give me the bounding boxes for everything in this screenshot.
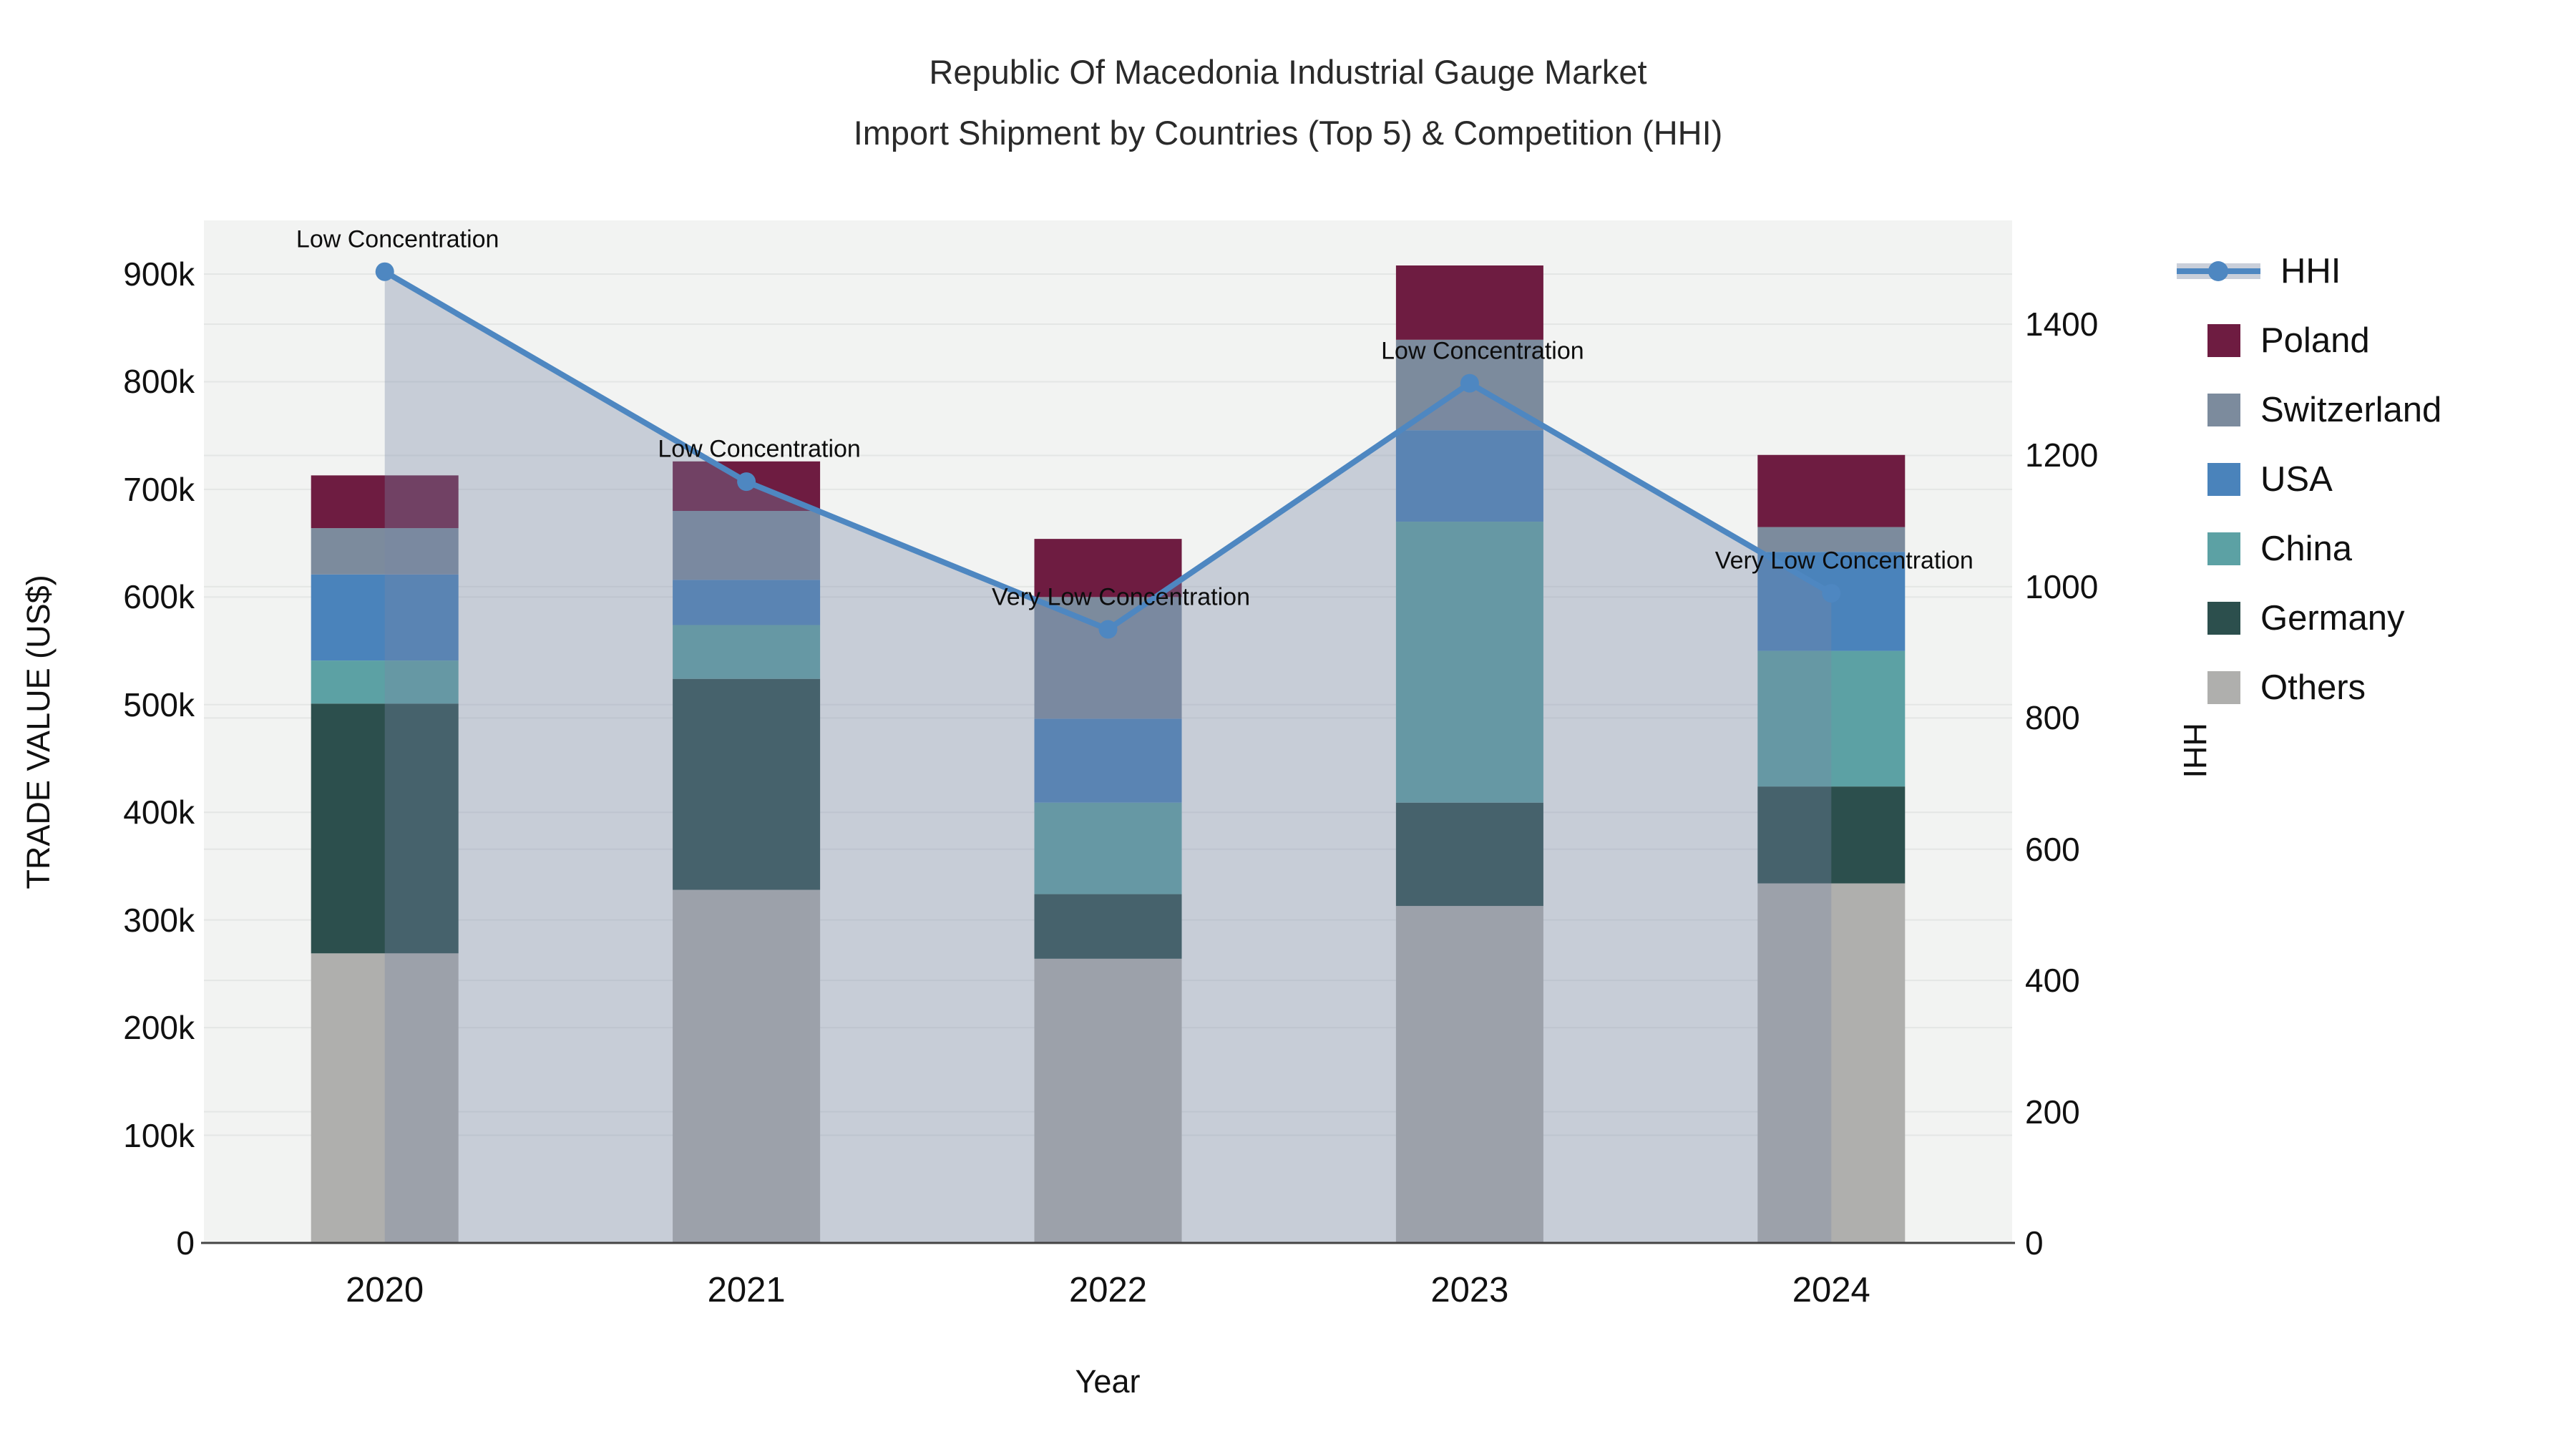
hhi-area-fill xyxy=(384,271,1832,1243)
y-right-tick-1000: 1000 xyxy=(2025,567,2099,605)
bar-segment-others-2023[interactable] xyxy=(1395,906,1543,1243)
bar-segment-germany-2024[interactable] xyxy=(1757,786,1906,884)
annotation-2023: Low Concentration xyxy=(1381,337,1584,365)
y-left-tick-400k: 400k xyxy=(123,794,195,831)
annotation-2021: Low Concentration xyxy=(658,435,861,463)
chart-title-line1: Republic Of Macedonia Industrial Gauge M… xyxy=(929,53,1647,91)
bar-segment-others-2021[interactable] xyxy=(673,889,821,1243)
y-left-tick-600k: 600k xyxy=(123,578,195,616)
chart-title-line2: Import Shipment by Countries (Top 5) & C… xyxy=(853,114,1723,152)
x-tick-2022: 2022 xyxy=(1068,1271,1148,1309)
bar-segment-china-2021[interactable] xyxy=(673,625,821,679)
x-tick-2020: 2020 xyxy=(346,1271,424,1309)
legend-label-hhi: HHI xyxy=(2280,251,2341,291)
legend-label-germany: Germany xyxy=(2260,598,2405,638)
legend-item-germany[interactable]: Germany xyxy=(2177,583,2441,653)
legend-swatch-germany xyxy=(2207,601,2240,635)
bar-segment-others-2024[interactable] xyxy=(1757,883,1906,1243)
y-right-tick-1400: 1400 xyxy=(2025,306,2099,343)
bar-segment-germany-2022[interactable] xyxy=(1034,894,1182,959)
y-right-tick-200: 200 xyxy=(2025,1093,2080,1131)
legend-item-switzerland[interactable]: Switzerland xyxy=(2177,375,2441,444)
chart-title: Republic Of Macedonia Industrial Gauge M… xyxy=(0,42,2576,163)
x-axis-title: Year xyxy=(1075,1363,1141,1400)
bar-segment-germany-2020[interactable] xyxy=(311,703,459,954)
bar-segment-usa-2022[interactable] xyxy=(1034,718,1182,803)
y-left-tick-700k: 700k xyxy=(123,470,195,508)
legend-swatch-china xyxy=(2207,532,2240,565)
bar-segment-switzerland-2024[interactable] xyxy=(1757,527,1906,552)
hhi-marker-2023[interactable] xyxy=(1460,374,1479,393)
bar-segment-poland-2022[interactable] xyxy=(1034,539,1182,597)
bar-segment-others-2022[interactable] xyxy=(1034,958,1182,1243)
legend-swatch-switzerland xyxy=(2207,393,2240,426)
legend-hhi-line-icon xyxy=(2177,255,2260,288)
legend-label-usa: USA xyxy=(2260,459,2333,499)
y-axis-title-left: TRADE VALUE (US$) xyxy=(20,575,57,889)
y-left-tick-300k: 300k xyxy=(123,901,195,939)
legend-swatch-poland xyxy=(2207,323,2240,357)
y-right-tick-1200: 1200 xyxy=(2025,436,2099,474)
y-right-tick-600: 600 xyxy=(2025,830,2080,868)
legend-item-china[interactable]: China xyxy=(2177,514,2441,583)
y-left-tick-100k: 100k xyxy=(123,1116,195,1154)
annotation-2020: Low Concentration xyxy=(296,225,499,253)
bar-segment-poland-2020[interactable] xyxy=(311,475,459,529)
legend: HHI Poland Switzerland USA China Germany Other… xyxy=(2177,236,2441,722)
annotation-2024: Very Low Concentration xyxy=(1714,547,1974,575)
hhi-marker-2020[interactable] xyxy=(375,262,394,281)
hhi-marker-2024[interactable] xyxy=(1822,584,1841,603)
bar-segment-germany-2023[interactable] xyxy=(1395,802,1543,907)
bar-segment-usa-2021[interactable] xyxy=(673,580,821,625)
hhi-marker-2021[interactable] xyxy=(737,472,756,492)
y-left-tick-900k: 900k xyxy=(123,255,195,293)
y-left-tick-500k: 500k xyxy=(123,686,195,723)
y-axis-title-right: HHI xyxy=(2176,723,2213,779)
legend-label-china: China xyxy=(2260,529,2353,568)
y-right-tick-400: 400 xyxy=(2025,962,2080,1000)
bar-segment-china-2022[interactable] xyxy=(1034,802,1182,894)
legend-item-usa[interactable]: USA xyxy=(2177,444,2441,514)
x-tick-2021: 2021 xyxy=(707,1271,786,1309)
bar-segment-poland-2024[interactable] xyxy=(1757,454,1906,527)
legend-label-poland: Poland xyxy=(2260,321,2370,360)
bar-segment-china-2023[interactable] xyxy=(1395,522,1543,803)
y-right-tick-0: 0 xyxy=(2025,1224,2044,1262)
bar-segment-others-2020[interactable] xyxy=(311,953,459,1243)
legend-swatch-others xyxy=(2207,670,2240,704)
bar-segment-switzerland-2020[interactable] xyxy=(311,528,459,575)
y-left-tick-0: 0 xyxy=(176,1224,195,1262)
bar-segment-poland-2023[interactable] xyxy=(1395,265,1543,340)
y-left-tick-200k: 200k xyxy=(123,1009,195,1047)
bar-segment-switzerland-2022[interactable] xyxy=(1034,597,1182,719)
x-tick-2024: 2024 xyxy=(1792,1271,1870,1309)
y-left-tick-800k: 800k xyxy=(123,363,195,401)
bar-segment-china-2024[interactable] xyxy=(1757,650,1906,787)
legend-swatch-usa xyxy=(2207,462,2240,496)
bar-segment-switzerland-2021[interactable] xyxy=(673,511,821,580)
hhi-marker-2022[interactable] xyxy=(1098,620,1118,639)
legend-item-poland[interactable]: Poland xyxy=(2177,306,2441,375)
bar-segment-germany-2021[interactable] xyxy=(673,678,821,890)
annotation-2022: Very Low Concentration xyxy=(992,583,1250,610)
legend-item-others[interactable]: Others xyxy=(2177,653,2441,722)
legend-label-switzerland: Switzerland xyxy=(2260,390,2442,429)
y-right-tick-800: 800 xyxy=(2025,699,2080,737)
legend-item-hhi[interactable]: HHI xyxy=(2177,236,2441,306)
bar-segment-usa-2023[interactable] xyxy=(1395,430,1543,522)
bar-segment-usa-2020[interactable] xyxy=(311,574,459,661)
bar-segment-china-2020[interactable] xyxy=(311,660,459,704)
legend-label-others: Others xyxy=(2260,668,2366,707)
x-tick-2023: 2023 xyxy=(1430,1271,1509,1309)
